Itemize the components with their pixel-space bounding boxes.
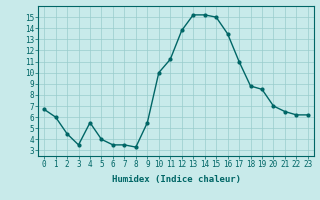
X-axis label: Humidex (Indice chaleur): Humidex (Indice chaleur) <box>111 175 241 184</box>
